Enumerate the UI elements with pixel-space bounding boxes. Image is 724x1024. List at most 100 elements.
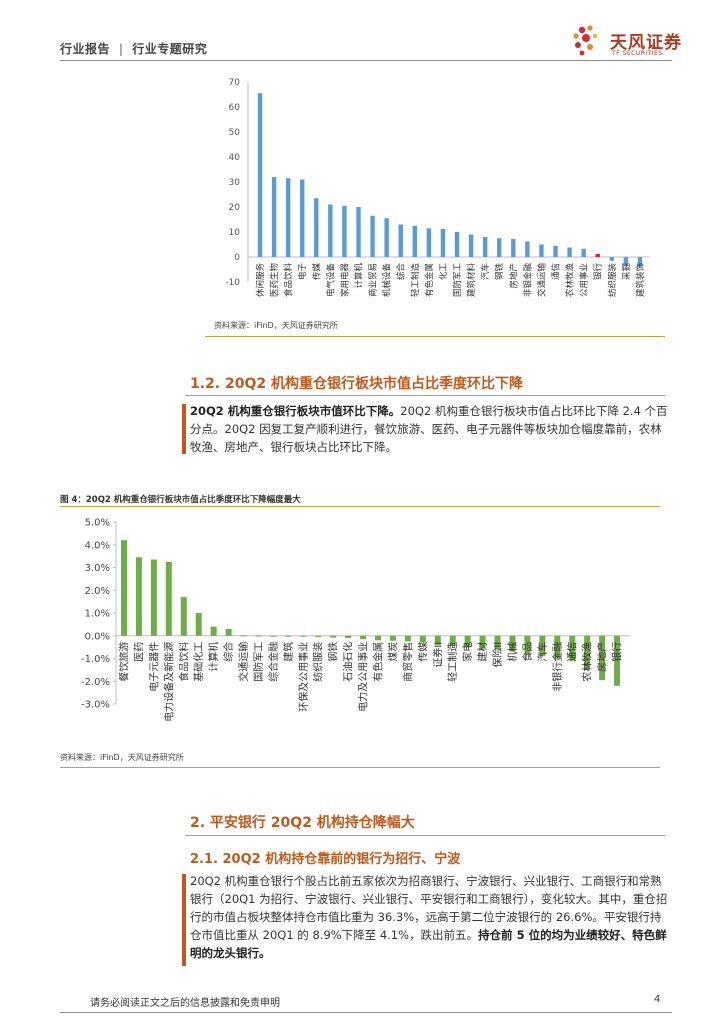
category-label: 商业贸易 bbox=[368, 263, 379, 297]
category-label: 传媒 bbox=[417, 642, 429, 662]
brand-logo bbox=[568, 22, 678, 62]
category-label: 国防军工 bbox=[252, 642, 265, 682]
bar bbox=[623, 257, 629, 266]
bar bbox=[404, 635, 411, 642]
brand-name-cn: 天风证券 bbox=[610, 33, 682, 53]
bar bbox=[539, 244, 544, 257]
category-label: 石油石化 bbox=[342, 642, 355, 682]
bar bbox=[494, 635, 501, 650]
category-label: 有色金属 bbox=[372, 642, 385, 682]
figure3-bar-chart: -10 0 10 20 30 40 50 60 70 休闲服务 医药生物 食品饮料 电子 传媒 电气设备 家用… bbox=[225, 78, 650, 298]
y-tick-label: 0.0% bbox=[85, 631, 110, 642]
category-label: 钢铁 bbox=[494, 263, 505, 281]
y-tick-label: 0 bbox=[234, 253, 240, 263]
category-label: 交通运输 bbox=[237, 642, 250, 682]
bar bbox=[553, 245, 558, 257]
y-tick-label: -3.0% bbox=[81, 700, 110, 711]
category-label: 餐饮旅游 bbox=[118, 642, 131, 682]
brand-name-en: TF SECURITIES bbox=[612, 50, 663, 57]
section-2-1-conclusion: 持仓前 5 位的均为业绩较好、特色鲜明的龙头银行。 bbox=[190, 928, 667, 960]
bar bbox=[356, 207, 361, 257]
footer-disclaimer: 请务必阅读正文之后的信息披露和免责申明 bbox=[90, 998, 280, 1009]
bar bbox=[285, 635, 292, 637]
bar bbox=[370, 215, 375, 257]
bar bbox=[511, 239, 516, 257]
category-label: 建筑 bbox=[282, 642, 295, 662]
section-2-1-paragraph: 20Q2 机构重仓银行个股占比前五家依次为招商银行、宁波银行、兴业银行、工商银行… bbox=[190, 872, 670, 962]
bar bbox=[434, 635, 441, 645]
bar bbox=[637, 257, 643, 267]
y-tick-label: 4.0% bbox=[85, 540, 110, 551]
section-2-1-marker bbox=[182, 874, 186, 966]
y-tick-label: 40 bbox=[229, 153, 241, 163]
bar bbox=[300, 635, 307, 637]
bar bbox=[165, 561, 172, 636]
brand-logo-icon bbox=[573, 25, 597, 56]
y-tick-label: -1.0% bbox=[81, 654, 110, 665]
category-label: 交通运输 bbox=[536, 263, 547, 298]
bar bbox=[285, 178, 291, 257]
bar bbox=[599, 635, 606, 681]
bar bbox=[225, 628, 232, 636]
bar bbox=[342, 205, 347, 257]
bar bbox=[150, 559, 157, 636]
category-label: 食品饮料 bbox=[177, 642, 190, 682]
y-tick-label: 5.0% bbox=[85, 518, 110, 529]
section-2-rule bbox=[185, 835, 665, 836]
figure4-top-rule bbox=[60, 506, 660, 507]
category-label: 汽车 bbox=[536, 642, 549, 662]
section-1-2-rule bbox=[185, 395, 665, 396]
bar bbox=[345, 635, 352, 639]
bar bbox=[270, 635, 277, 637]
category-label: 钢铁 bbox=[327, 642, 340, 662]
category-label: 保险II bbox=[491, 642, 504, 668]
bar bbox=[567, 247, 572, 257]
bar bbox=[569, 635, 576, 661]
bar bbox=[464, 635, 471, 648]
category-label: 计算机 bbox=[207, 642, 220, 672]
category-label: 电力设备及新能源 bbox=[162, 642, 175, 722]
bar bbox=[525, 241, 530, 257]
bar bbox=[412, 225, 417, 257]
section-1-2-marker bbox=[182, 404, 186, 454]
figure4-bottom-rule bbox=[60, 767, 660, 768]
category-label: 商贸零售 bbox=[401, 642, 414, 682]
bar bbox=[449, 635, 456, 646]
y-tick-label: -2.0% bbox=[81, 677, 110, 688]
category-label: 纺织服装 bbox=[312, 642, 325, 682]
figure4-source: 资料来源：iFinD，天风证券研究所 bbox=[60, 753, 184, 762]
bar bbox=[581, 248, 586, 257]
bar bbox=[375, 635, 381, 641]
y-tick-label: 50 bbox=[229, 128, 241, 138]
bar bbox=[210, 626, 217, 636]
category-label: 医药 bbox=[133, 642, 145, 662]
category-label: 综合 bbox=[222, 642, 235, 662]
footer-rule bbox=[60, 1012, 672, 1013]
category-label: 建筑材料 bbox=[466, 263, 477, 298]
category-label: 食品 bbox=[521, 642, 534, 662]
category-label: 银行 bbox=[611, 642, 624, 662]
section-2-1-heading: 2.1. 20Q2 机构持仓靠前的银行为招行、宁波 bbox=[190, 852, 461, 867]
category-label: 有色金属 bbox=[424, 263, 435, 297]
category-label: 证券II bbox=[431, 642, 444, 668]
section-1-2-body: 20Q2 机构重仓银行板块市值占比环比下降 2.4 个百分点。20Q2 因复工复… bbox=[190, 404, 668, 454]
y-tick-label: 1.0% bbox=[85, 609, 110, 620]
y-tick-label: 20 bbox=[229, 203, 241, 213]
y-tick-label: 2.0% bbox=[85, 586, 110, 597]
figure4-bar-chart: 2季度机构持仓板块占比环比变化（%）5.0%4.0%3.0%2.0%1.0%0.… bbox=[81, 518, 630, 722]
bar bbox=[135, 557, 142, 636]
bar bbox=[330, 635, 337, 638]
header-rule bbox=[60, 60, 672, 61]
category-label: 建筑装饰 bbox=[635, 263, 646, 298]
bar bbox=[426, 228, 432, 257]
bar bbox=[180, 597, 187, 636]
category-label: 房地产 bbox=[508, 263, 519, 289]
bar bbox=[440, 229, 446, 257]
bar bbox=[360, 635, 367, 640]
bar bbox=[384, 218, 389, 257]
bar bbox=[419, 635, 426, 643]
category-label: 电子 bbox=[297, 263, 308, 281]
category-label: 非银行金融 bbox=[551, 642, 564, 692]
category-label: 传媒 bbox=[311, 263, 322, 281]
category-label: 通信 bbox=[567, 642, 579, 662]
